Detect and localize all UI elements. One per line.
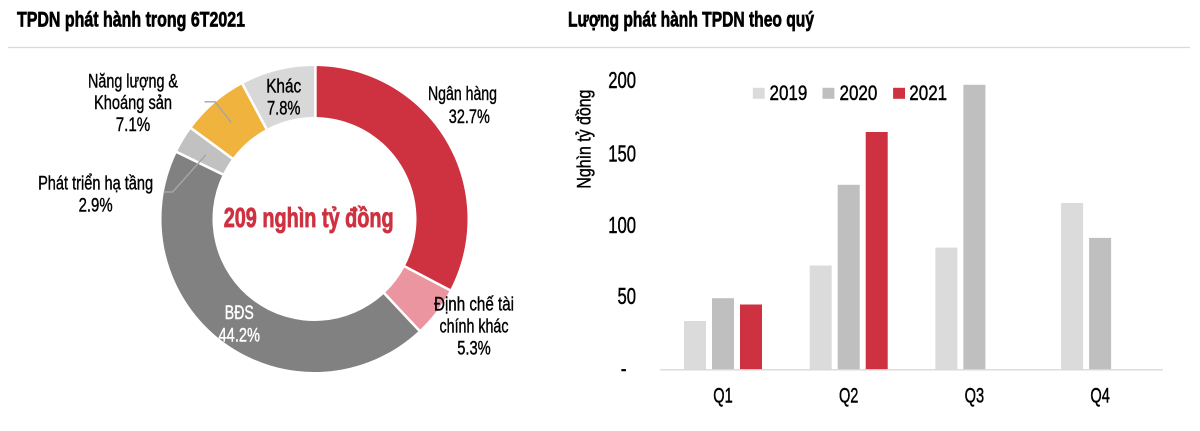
svg-text:Lượng phát hành TPDN theo quý: Lượng phát hành TPDN theo quý [568,6,814,31]
svg-text:200: 200 [608,67,636,93]
svg-text:2020: 2020 [840,81,878,105]
svg-text:32.7%: 32.7% [449,107,490,128]
svg-text:TPDN phát hành trong 6T2021: TPDN phát hành trong 6T2021 [17,6,245,31]
svg-text:2019: 2019 [770,81,808,105]
svg-text:Q4: Q4 [1090,384,1110,408]
svg-text:Q2: Q2 [839,384,859,408]
svg-text:2.9%: 2.9% [79,195,113,216]
svg-text:209 nghìn tỷ đồng: 209 nghìn tỷ đồng [224,202,394,233]
svg-text:Q3: Q3 [965,384,985,408]
svg-text:44.2%: 44.2% [219,326,261,347]
svg-text:5.3%: 5.3% [457,339,491,360]
svg-text:2021: 2021 [909,81,947,105]
svg-text:100: 100 [608,212,636,238]
svg-text:BĐS: BĐS [225,303,254,324]
svg-text:Định chế tài: Định chế tài [434,295,514,316]
svg-text:7.1%: 7.1% [116,115,151,136]
svg-text:chính khác: chính khác [440,317,509,338]
svg-text:Nghìn tỷ đồng: Nghìn tỷ đồng [575,90,596,189]
svg-text:Q1: Q1 [713,384,733,408]
svg-text:Năng lượng &: Năng lượng & [88,72,178,93]
svg-text:Khác: Khác [266,76,301,97]
svg-text:50: 50 [618,283,637,309]
svg-text:Phát triển hạ tầng: Phát triển hạ tầng [38,173,153,194]
svg-text:Khoáng sản: Khoáng sản [94,93,172,114]
svg-text:7.8%: 7.8% [267,99,301,120]
svg-text:-: - [621,356,627,382]
svg-text:Ngân hàng: Ngân hàng [428,84,497,105]
svg-text:150: 150 [608,140,636,166]
